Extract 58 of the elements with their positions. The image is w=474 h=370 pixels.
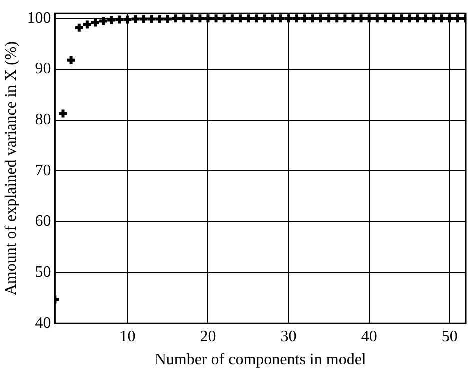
point <box>194 14 206 24</box>
point <box>122 14 134 26</box>
point <box>66 54 77 66</box>
x-tick-label: 10 <box>120 328 136 346</box>
point <box>444 14 456 24</box>
point <box>275 14 286 24</box>
point <box>58 108 69 120</box>
x-tick-label: 50 <box>442 328 458 346</box>
y-tick-label: 70 <box>35 162 52 180</box>
point <box>380 14 391 24</box>
point <box>234 14 246 24</box>
point <box>226 14 238 24</box>
x-tick-label: 40 <box>361 328 378 346</box>
y-tick-label: 60 <box>35 213 52 230</box>
point <box>259 14 270 24</box>
point <box>324 14 335 24</box>
y-axis-title: Amount of explained variance in X (%) <box>2 42 20 296</box>
point <box>82 19 93 30</box>
point <box>364 14 375 24</box>
point <box>332 14 343 24</box>
point <box>436 14 448 24</box>
point <box>372 14 383 24</box>
point <box>130 14 142 25</box>
point <box>74 22 85 34</box>
point <box>283 14 294 24</box>
point <box>146 14 158 25</box>
point <box>154 14 166 25</box>
point <box>138 14 150 25</box>
x-tick-label: 30 <box>280 328 297 346</box>
point <box>98 16 110 27</box>
point <box>218 14 230 24</box>
point <box>348 14 359 24</box>
point <box>178 14 190 24</box>
point <box>307 14 318 24</box>
point <box>291 14 302 24</box>
point <box>340 14 351 24</box>
point <box>412 14 424 24</box>
point <box>106 14 118 26</box>
point <box>420 14 432 24</box>
point <box>356 14 367 24</box>
point <box>267 14 278 24</box>
point <box>299 14 310 24</box>
point <box>210 14 222 24</box>
point <box>452 14 464 24</box>
point <box>396 14 408 24</box>
point <box>404 14 416 24</box>
y-tick-label: 40 <box>35 314 52 332</box>
y-tick-label: 80 <box>35 112 52 129</box>
x-tick-label: 20 <box>200 328 216 346</box>
x-axis-title: Number of components in model <box>154 352 367 369</box>
point <box>428 14 440 24</box>
point <box>251 14 262 24</box>
y-tick-label: 50 <box>35 264 52 281</box>
y-tick-label: 100 <box>27 10 52 27</box>
point <box>202 14 214 24</box>
y-tick-label: 90 <box>35 60 52 78</box>
point <box>186 14 198 24</box>
point <box>114 14 126 26</box>
